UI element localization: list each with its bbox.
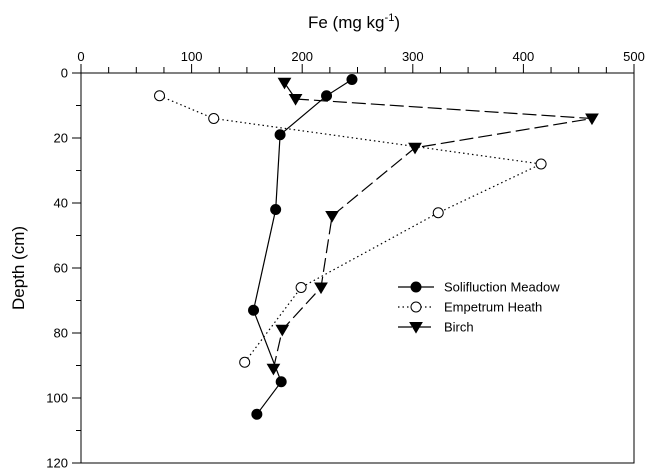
data-point-solifluction-meadow [270,204,282,215]
data-point-birch [277,77,292,90]
data-point-solifluction-meadow [251,408,263,420]
y-tick-label: 20 [54,131,68,146]
legend-label: Solifluction Meadow [444,280,560,295]
data-point-birch [585,113,599,126]
axes [72,64,635,464]
y-tick-label: 120 [46,456,68,471]
series-line-birch [272,82,593,369]
legend-label: Empetrum Heath [444,300,542,315]
x-axis-title-superscript: -1 [385,12,395,24]
y-tick-labels: 0 20 40 60 80 100 120 [46,66,68,471]
series-lines [159,78,593,415]
legend-item-birch: Birch [398,320,474,335]
data-point-solifluction-meadow [346,74,358,85]
data-point-empetrum-heath [295,282,307,293]
data-point-empetrum-heath [208,113,220,124]
data-point-solifluction-meadow [275,376,287,388]
data-point-empetrum-heath [239,356,251,368]
data-point-solifluction-meadow [274,129,286,141]
data-point-empetrum-heath [154,90,166,102]
y-axis-title: Depth (cm) [9,226,28,310]
y-tick-label: 80 [54,326,68,341]
legend-marker [409,322,423,334]
data-point-birch [288,94,303,106]
data-point-birch [314,282,328,295]
legend-label: Birch [444,320,474,335]
x-axis-title-main: Fe (mg kg [308,13,385,32]
series-markers [154,74,599,420]
y-tick-label: 40 [54,196,68,211]
x-tick-labels: 0 100 200 300 400 500 [77,49,644,64]
y-tick-label: 100 [46,391,68,406]
legend-marker [410,281,422,293]
x-axis-title-suffix: ) [394,13,400,32]
data-point-birch [266,363,281,376]
data-point-empetrum-heath [432,207,444,219]
x-tick-label: 100 [181,49,203,64]
data-point-solifluction-meadow [248,304,260,316]
x-tick-label: 300 [402,49,424,64]
plot-frame [80,72,635,464]
series-line-empetrum-heath [159,95,544,363]
data-point-solifluction-meadow [321,90,333,102]
x-tick-label: 200 [291,49,313,64]
y-tick-label: 0 [61,66,68,81]
data-point-birch [408,142,422,155]
legend-marker [410,301,422,313]
x-tick-label: 400 [513,49,535,64]
data-point-birch [275,324,290,337]
legend: Solifluction Meadow Empetrum Heath Birch [398,280,560,335]
data-point-birch [325,211,339,223]
legend-item-solifluction-meadow: Solifluction Meadow [398,280,560,295]
x-tick-label: 500 [623,49,645,64]
data-point-empetrum-heath [535,158,547,170]
x-axis-title: Fe (mg kg-1) [308,12,400,32]
x-tick-label: 0 [77,49,84,64]
y-tick-label: 60 [54,261,68,276]
legend-item-empetrum-heath: Empetrum Heath [398,300,542,315]
